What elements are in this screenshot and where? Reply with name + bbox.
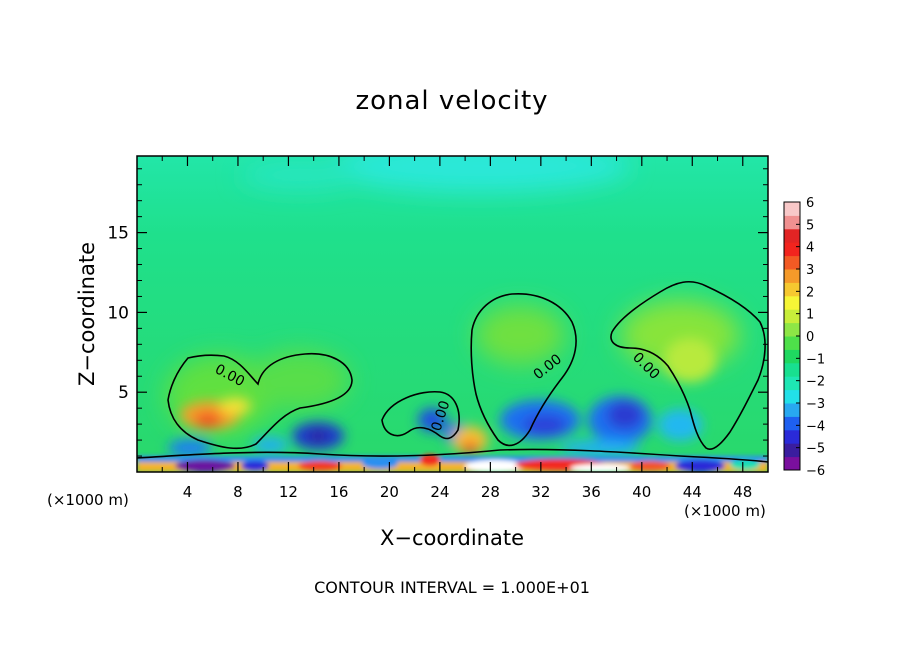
x-tick-label: 40 xyxy=(632,483,651,501)
colorbar-swatch xyxy=(784,443,800,458)
x-tick-label: 36 xyxy=(582,483,601,501)
colorbar-swatch xyxy=(784,416,800,431)
colorbar-swatch xyxy=(784,336,800,350)
colorbar-tick-label: −4 xyxy=(806,419,825,434)
colorbar-tick-label: −2 xyxy=(806,375,825,390)
colorbar-tick-label: −6 xyxy=(806,464,825,479)
x-axis: 4 8 12 16 20 24 28 32 36 40 44 48 xyxy=(161,156,752,501)
colorbar-swatch xyxy=(784,282,800,297)
colorbar-swatch xyxy=(784,202,800,216)
y-tick-label: 10 xyxy=(107,303,129,323)
y-tick-label: 15 xyxy=(107,224,129,244)
colorbar-tick-label: 6 xyxy=(806,196,814,211)
x-tick-label: 48 xyxy=(733,483,752,501)
colorbar-tick-label: 0 xyxy=(806,330,814,345)
y-tick-label: 5 xyxy=(118,383,129,403)
contour-interval-note: CONTOUR INTERVAL = 1.000E+01 xyxy=(314,578,590,597)
colorbar-swatch xyxy=(784,269,800,283)
x-tick-label: 32 xyxy=(531,483,550,501)
colorbar-swatch xyxy=(784,322,800,337)
zero-contours xyxy=(137,280,768,463)
x-tick-label: 16 xyxy=(329,483,348,501)
colorbar-swatch xyxy=(784,429,800,444)
colorbar-tick-label: −5 xyxy=(806,442,825,457)
colorbar-swatch xyxy=(784,242,800,257)
x-tick-label: 44 xyxy=(683,483,702,501)
x-tick-label: 8 xyxy=(233,483,243,501)
x-tick-label: 28 xyxy=(481,483,500,501)
colorbar-tick-label: 4 xyxy=(806,241,814,256)
colorbar-tick-label: −3 xyxy=(806,397,825,412)
colorbar-swatch xyxy=(784,349,800,364)
x-tick-label: 4 xyxy=(183,483,193,501)
colorbar-swatch xyxy=(784,309,800,324)
colorbar-tick-label: 3 xyxy=(806,263,814,278)
colorbar-swatch xyxy=(784,376,800,391)
colorbar-tick-label: 5 xyxy=(806,218,814,233)
colorbar-tick-label: 1 xyxy=(806,308,814,323)
colorbar-tick-label: 2 xyxy=(806,285,814,300)
chart-title: zonal velocity xyxy=(355,86,549,116)
colorbar-swatch xyxy=(784,295,800,310)
x-tick-label: 24 xyxy=(430,483,449,501)
colorbar-swatch xyxy=(784,403,800,417)
x-unit-left: (×1000 m) xyxy=(47,491,129,509)
colorbar-swatch xyxy=(784,215,800,230)
colorbar-swatch xyxy=(784,389,800,404)
colorbar-tick-label: −1 xyxy=(806,352,825,367)
x-unit-right: (×1000 m) xyxy=(684,502,766,520)
x-tick-label: 12 xyxy=(279,483,298,501)
y-axis: 5 10 15 xyxy=(107,168,768,457)
colorbar: 6 5 4 3 2 1 0 −1 −2 −3 −4 −5 −6 xyxy=(783,196,825,479)
heatmap-field xyxy=(137,156,768,472)
colorbar-swatch xyxy=(784,255,800,270)
x-axis-label: X−coordinate xyxy=(380,526,524,550)
colorbar-swatch xyxy=(784,456,800,471)
plot-frame xyxy=(136,155,769,473)
colorbar-swatch xyxy=(784,228,800,243)
colorbar-swatch xyxy=(784,362,800,377)
x-tick-label: 20 xyxy=(380,483,399,501)
